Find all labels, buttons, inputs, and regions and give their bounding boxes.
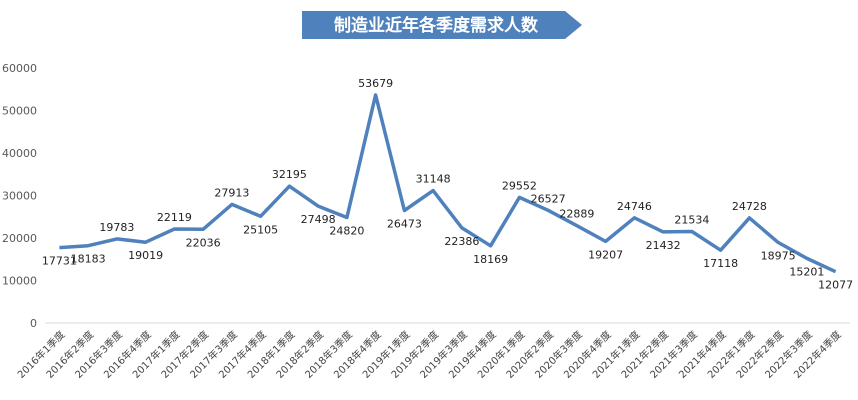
data-label: 17118 bbox=[703, 257, 738, 270]
data-label: 32195 bbox=[272, 168, 307, 181]
y-tick-label: 40000 bbox=[2, 147, 37, 160]
data-label: 21534 bbox=[674, 213, 709, 226]
data-label: 22036 bbox=[186, 236, 221, 249]
data-label: 19207 bbox=[588, 248, 623, 261]
data-label: 15201 bbox=[789, 265, 824, 278]
data-label: 26473 bbox=[387, 217, 422, 230]
data-label: 18169 bbox=[473, 253, 508, 266]
data-label: 18183 bbox=[71, 253, 106, 266]
data-label: 22889 bbox=[559, 208, 594, 221]
data-label: 22386 bbox=[444, 235, 479, 248]
data-label: 12077 bbox=[818, 279, 853, 292]
chart-title-banner: 制造业近年各季度需求人数 bbox=[302, 11, 582, 39]
data-label: 21432 bbox=[646, 239, 681, 252]
data-label: 17731 bbox=[42, 255, 77, 268]
data-label: 29552 bbox=[502, 179, 537, 192]
data-label: 24728 bbox=[732, 200, 767, 213]
data-label: 25105 bbox=[243, 223, 278, 236]
data-label: 53679 bbox=[358, 77, 393, 90]
data-label: 24820 bbox=[329, 225, 364, 238]
y-tick-label: 20000 bbox=[2, 232, 37, 245]
title-banner-shape bbox=[302, 11, 582, 39]
chart-title: 制造业近年各季度需求人数 bbox=[334, 15, 539, 36]
data-label: 31148 bbox=[416, 173, 451, 186]
data-label: 27498 bbox=[301, 213, 336, 226]
y-tick-label: 60000 bbox=[2, 62, 37, 75]
y-tick-label: 10000 bbox=[2, 275, 37, 288]
data-label: 27913 bbox=[214, 186, 249, 199]
data-label: 26527 bbox=[531, 192, 566, 205]
y-tick-label: 0 bbox=[30, 317, 37, 330]
data-label: 19783 bbox=[99, 221, 134, 234]
x-tick-label: 2022年4季度 bbox=[791, 328, 844, 381]
data-label: 24746 bbox=[617, 200, 652, 213]
data-label: 19019 bbox=[128, 249, 163, 262]
series-line bbox=[59, 93, 837, 274]
y-tick-label: 50000 bbox=[2, 105, 37, 118]
data-label: 22119 bbox=[157, 211, 192, 224]
data-label: 18975 bbox=[761, 249, 796, 262]
y-tick-label: 30000 bbox=[2, 190, 37, 203]
